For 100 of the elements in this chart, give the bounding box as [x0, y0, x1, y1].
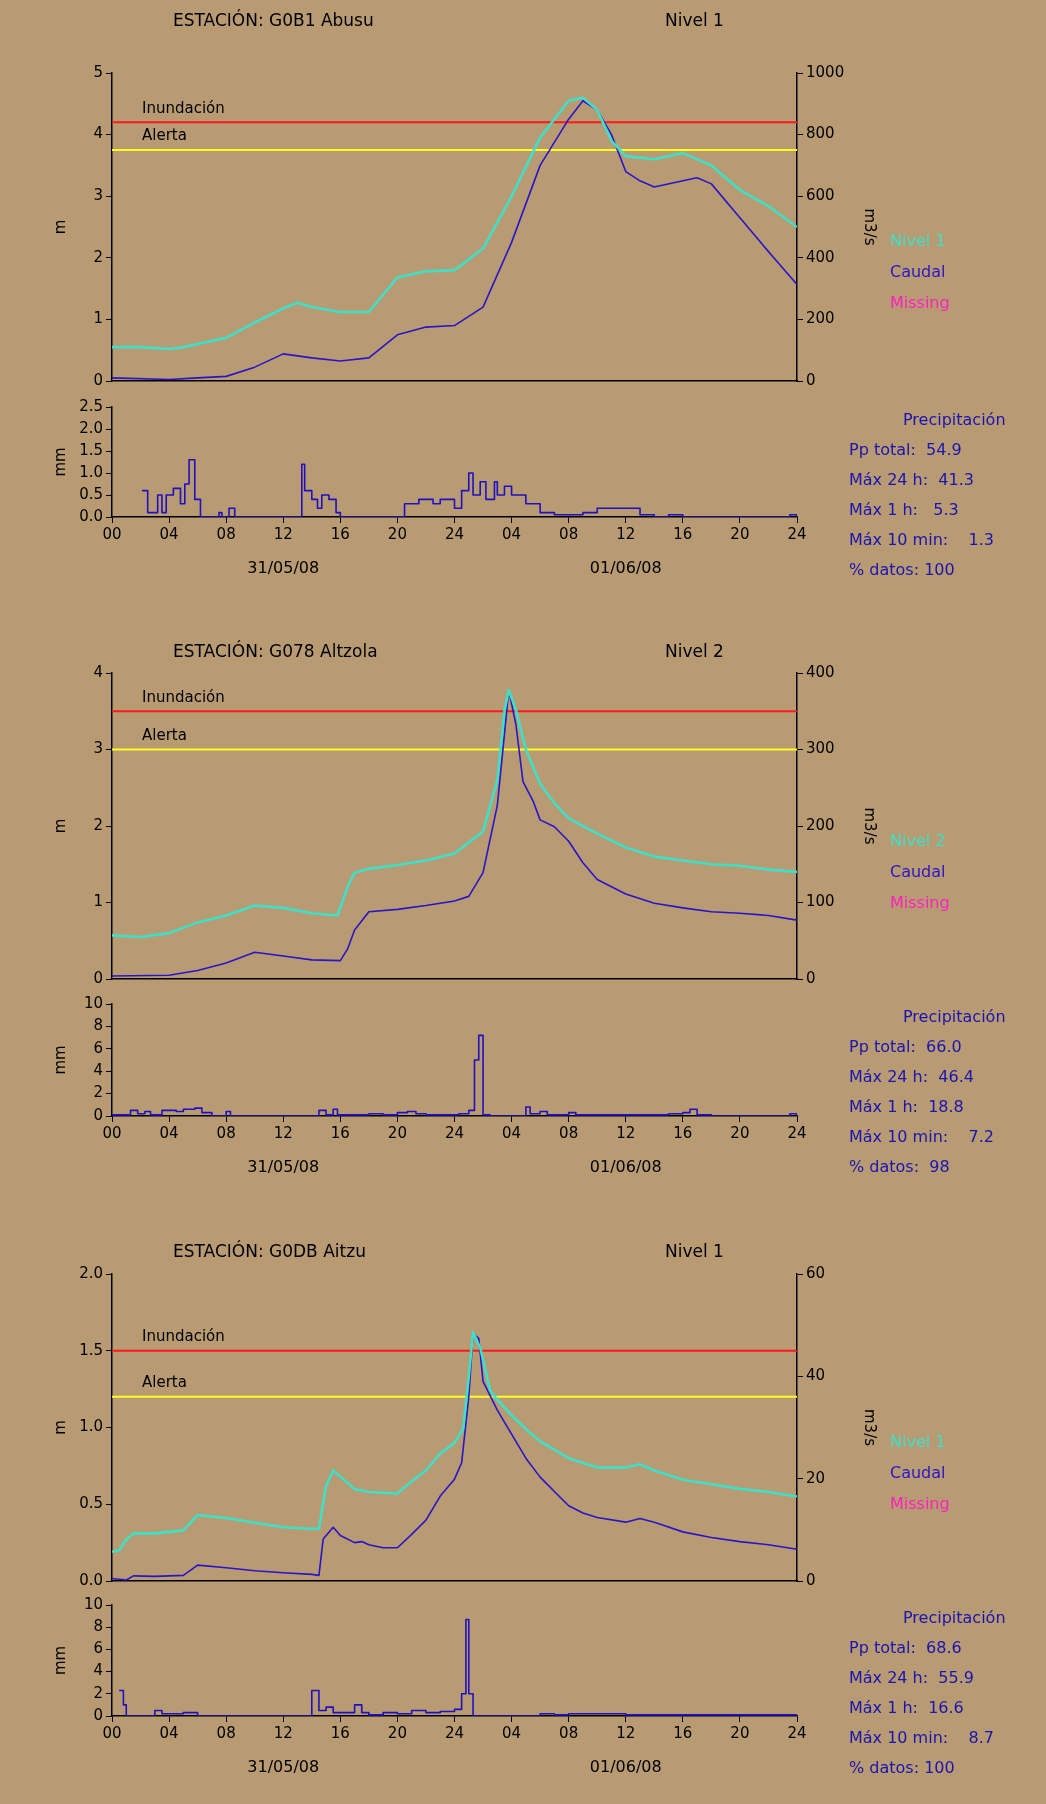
- text: Nivel 2: [890, 831, 946, 850]
- text: 31/05/08: [247, 1757, 320, 1777]
- ref-line-label: Inundación: [142, 687, 225, 706]
- y-tick-label: 3: [93, 739, 103, 758]
- chart-title: ESTACIÓN: G0DB Aitzu: [173, 1241, 366, 1261]
- ref-line-label: Alerta: [142, 1373, 187, 1392]
- chart-title: ESTACIÓN: G0B1 Abusu: [173, 10, 374, 30]
- y-tick-label: 0: [93, 968, 103, 987]
- text: % datos: 100: [849, 560, 955, 579]
- ref-line-label: Alerta: [142, 126, 187, 145]
- x-tick-label: 00: [102, 524, 122, 543]
- x-tick-label: 12: [273, 1723, 293, 1742]
- y-tick-label: 4: [93, 124, 103, 143]
- text: Caudal: [890, 262, 946, 281]
- y-tick-label: 2: [93, 247, 103, 266]
- text: Pp total: 66.0: [849, 1037, 962, 1056]
- x-tick-label: 16: [330, 1123, 350, 1142]
- x-tick-label: 12: [616, 1723, 636, 1742]
- y-tick-label: 6: [93, 1639, 103, 1658]
- y-tick-label: 6: [93, 1038, 103, 1057]
- y2-tick-label: 600: [806, 186, 835, 205]
- text: 01/06/08: [589, 1757, 662, 1777]
- y2-tick-label: 60: [806, 1263, 826, 1282]
- x-tick-label: 24: [444, 1723, 465, 1742]
- x-tick-label: 24: [787, 524, 807, 543]
- x-tick-label: 24: [444, 1123, 465, 1142]
- y-tick-label: 2.5: [79, 396, 103, 415]
- text: Precipitación: [903, 1007, 1006, 1026]
- x-tick-label: 08: [216, 524, 236, 543]
- chart-subtitle: Nivel 1: [665, 10, 724, 30]
- y2-tick-label: 400: [806, 247, 835, 266]
- text: Caudal: [890, 862, 946, 881]
- text: Máx 10 min: 8.7: [849, 1728, 994, 1747]
- x-tick-label: 08: [216, 1723, 236, 1742]
- chart-title: ESTACIÓN: G078 Altzola: [173, 641, 378, 661]
- y-axis-title: mm: [50, 1045, 69, 1075]
- y-tick-label: 4: [93, 1061, 103, 1080]
- x-tick-label: 08: [559, 524, 579, 543]
- y-tick-label: 10: [83, 993, 103, 1012]
- y-tick-label: 5: [93, 62, 103, 81]
- x-tick-label: 24: [787, 1123, 807, 1142]
- text: 01/06/08: [589, 558, 662, 578]
- y-tick-label: 1.0: [79, 1417, 103, 1436]
- y-tick-label: 8: [93, 1617, 103, 1636]
- text: Pp total: 54.9: [849, 440, 962, 459]
- y2-tick-label: 0: [806, 1570, 816, 1589]
- x-tick-label: 24: [787, 1723, 807, 1742]
- x-tick-label: 24: [444, 524, 465, 543]
- x-tick-label: 16: [330, 1723, 350, 1742]
- x-tick-label: 08: [559, 1723, 579, 1742]
- y-tick-label: 1: [93, 892, 103, 911]
- y-tick-label: 0.0: [79, 1570, 103, 1589]
- x-tick-label: 20: [387, 1123, 407, 1142]
- x-tick-label: 16: [673, 524, 693, 543]
- x-tick-label: 20: [730, 524, 750, 543]
- text: 01/06/08: [589, 1157, 662, 1177]
- x-tick-label: 16: [673, 1123, 693, 1142]
- x-tick-label: 04: [502, 1723, 522, 1742]
- text: Máx 10 min: 7.2: [849, 1127, 994, 1146]
- x-tick-label: 12: [273, 524, 293, 543]
- y-tick-label: 0.5: [79, 1494, 103, 1513]
- y2-tick-label: 0: [806, 370, 816, 389]
- text: Máx 10 min: 1.3: [849, 530, 994, 549]
- y-tick-label: 2.0: [79, 418, 103, 437]
- x-tick-label: 04: [502, 524, 522, 543]
- y2-tick-label: 200: [806, 815, 835, 834]
- y-tick-label: 2.0: [79, 1263, 103, 1282]
- y-tick-label: 3: [93, 186, 103, 205]
- y-tick-label: 0: [93, 370, 103, 389]
- text: Caudal: [890, 1463, 946, 1482]
- y-tick-label: 1.5: [79, 440, 103, 459]
- y-tick-label: 0.5: [79, 484, 103, 503]
- text: Máx 24 h: 46.4: [849, 1067, 974, 1086]
- x-tick-label: 12: [616, 1123, 636, 1142]
- y-tick-label: 8: [93, 1016, 103, 1035]
- y2-axis-title: m3/s: [861, 208, 880, 246]
- chart-subtitle: Nivel 2: [665, 641, 724, 661]
- chart-subtitle: Nivel 1: [665, 1241, 724, 1261]
- y-tick-label: 4: [93, 662, 103, 681]
- text: Máx 24 h: 55.9: [849, 1668, 974, 1687]
- text: Máx 1 h: 16.6: [849, 1698, 964, 1717]
- y2-tick-label: 200: [806, 309, 835, 328]
- x-tick-label: 08: [559, 1123, 579, 1142]
- y-axis-title: mm: [50, 1645, 69, 1676]
- text: % datos: 98: [849, 1157, 950, 1176]
- x-tick-label: 08: [216, 1123, 236, 1142]
- y2-tick-label: 1000: [806, 62, 845, 81]
- y2-tick-label: 800: [806, 124, 835, 143]
- y-tick-label: 2: [93, 1083, 103, 1102]
- y-tick-label: 1.0: [79, 462, 103, 481]
- ref-line-label: Inundación: [142, 98, 225, 117]
- y-tick-label: 1: [93, 309, 103, 328]
- text: Precipitación: [903, 410, 1006, 429]
- y-tick-label: 4: [93, 1661, 103, 1680]
- y2-tick-label: 40: [806, 1366, 826, 1385]
- y-tick-label: 0: [93, 1705, 103, 1724]
- text: % datos: 100: [849, 1758, 955, 1777]
- y-tick-label: 10: [83, 1594, 103, 1613]
- ref-line-label: Alerta: [142, 725, 187, 744]
- x-tick-label: 12: [616, 524, 636, 543]
